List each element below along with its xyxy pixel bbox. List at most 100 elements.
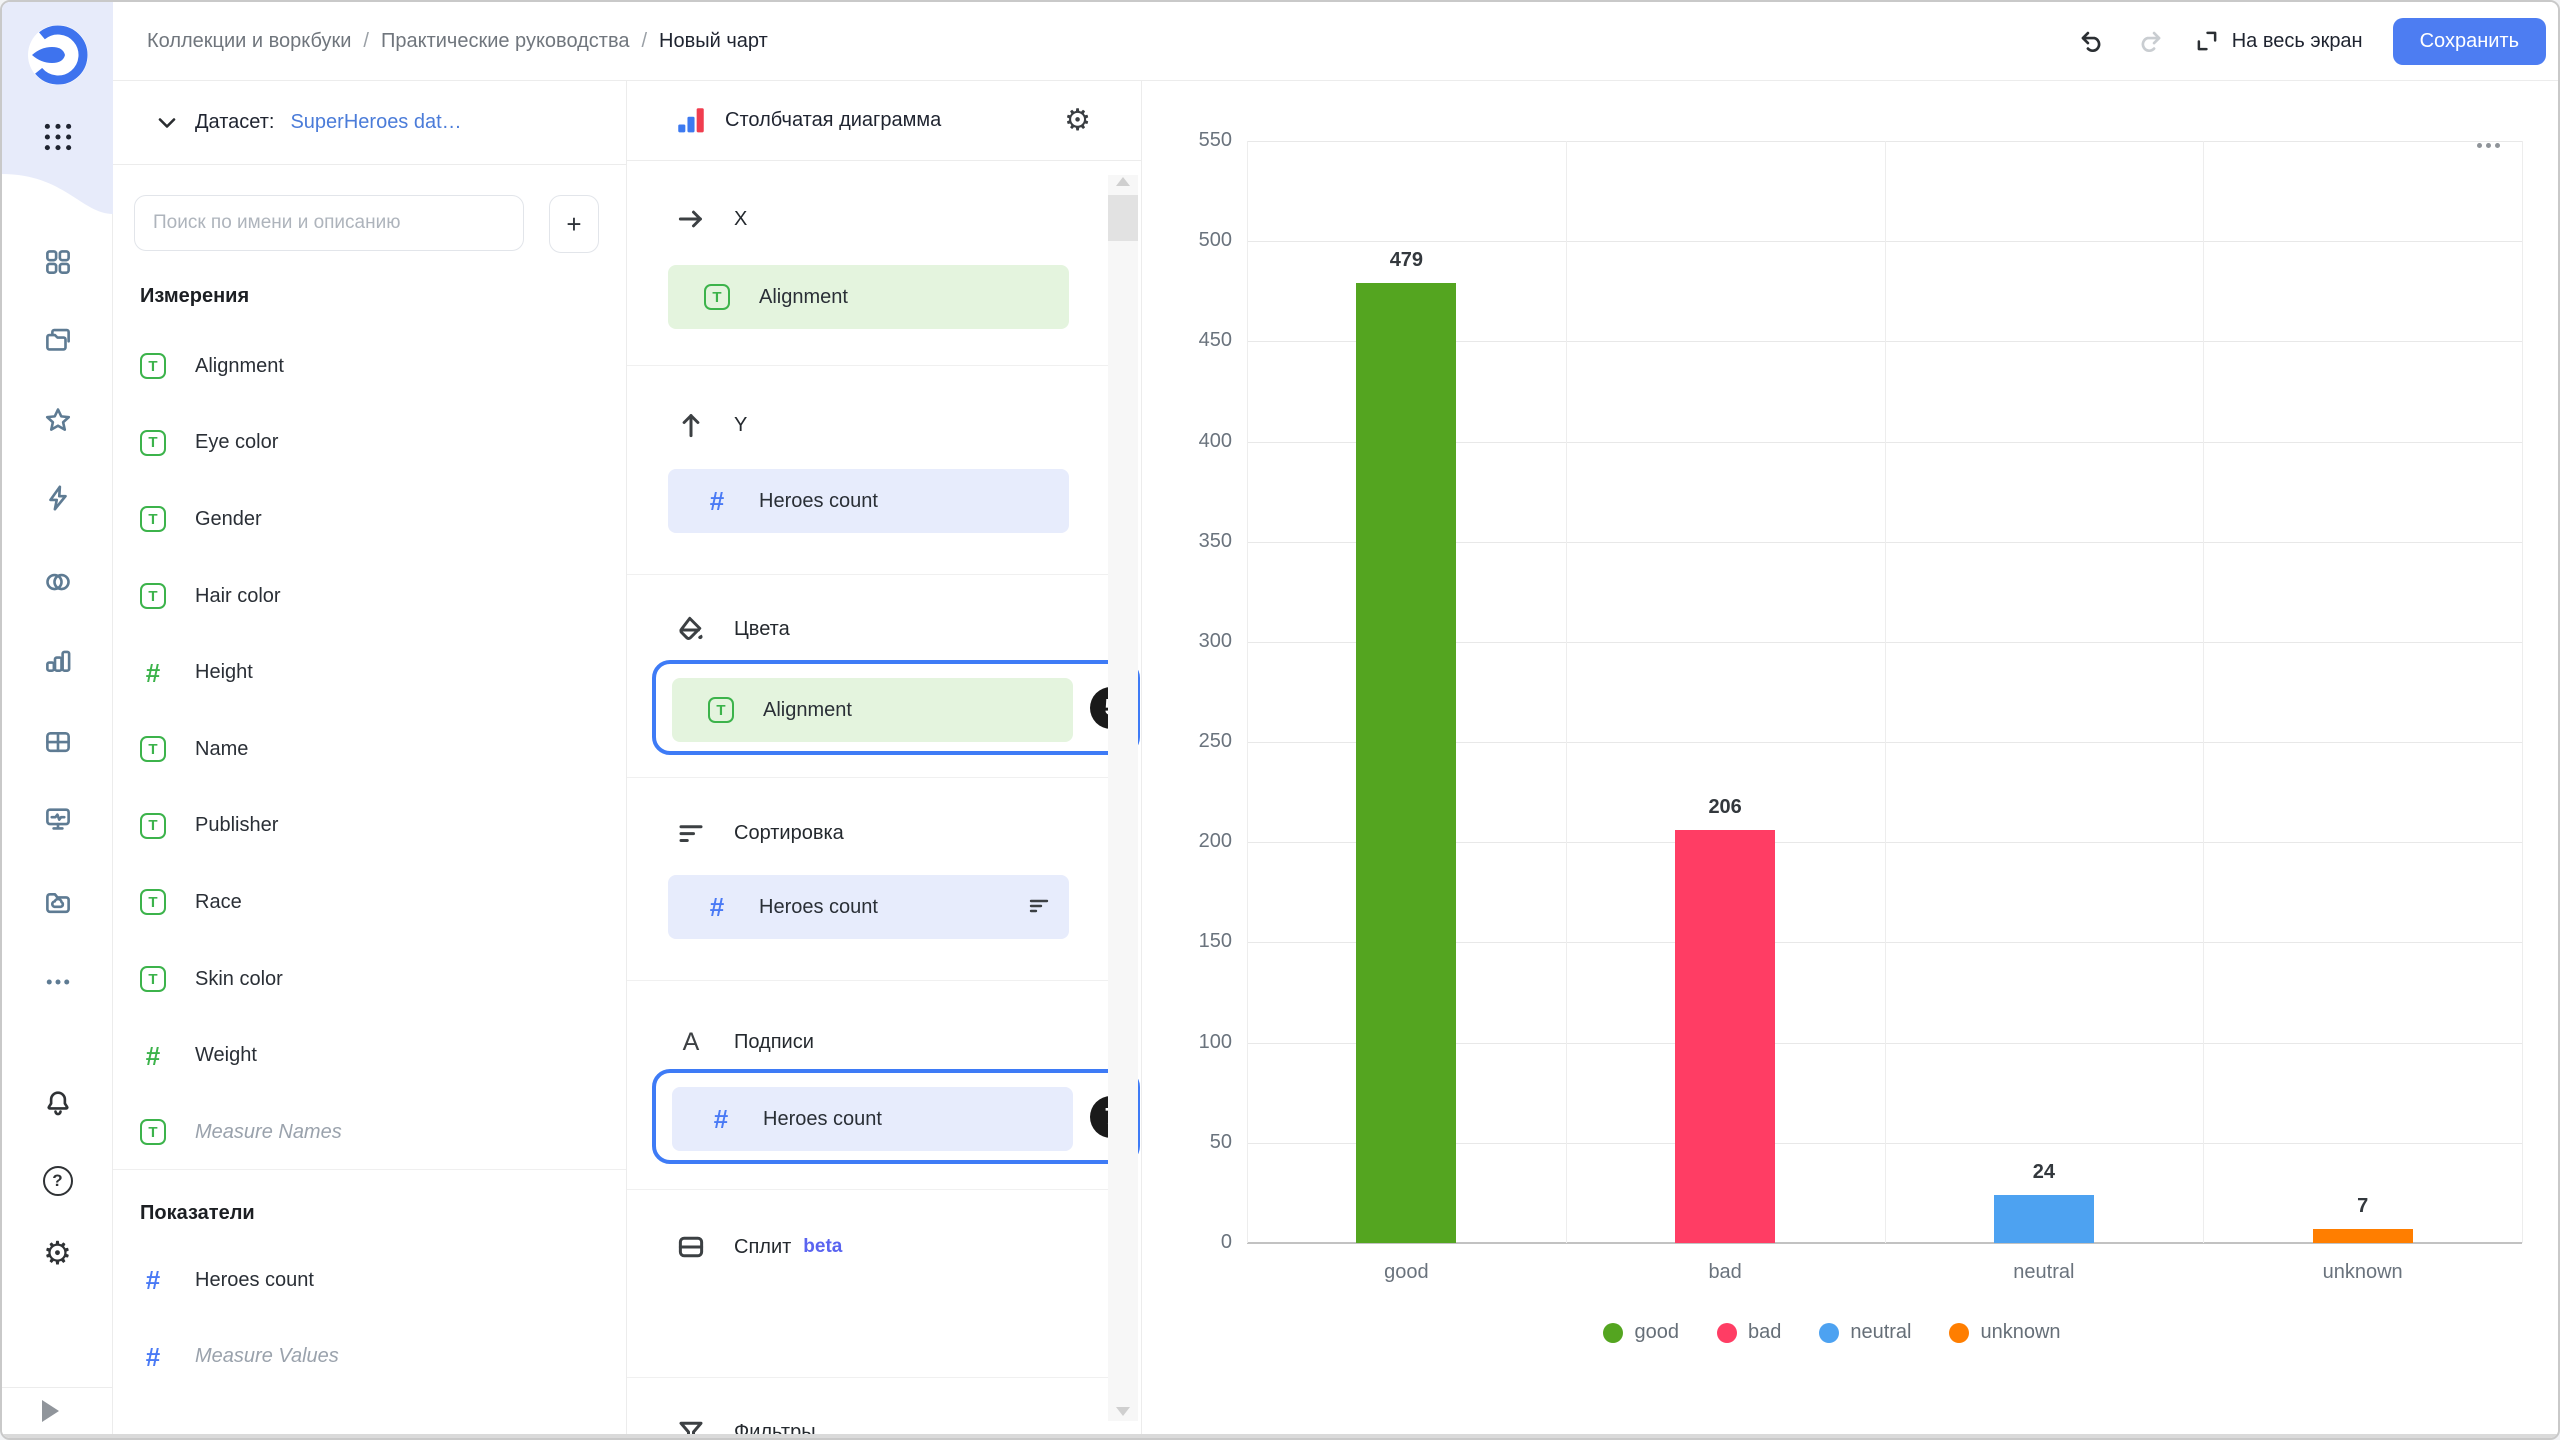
y-tick-label: 150 bbox=[1198, 930, 1232, 953]
y-tick-label: 400 bbox=[1198, 429, 1232, 452]
field-row[interactable]: # Heroes count bbox=[113, 1242, 626, 1319]
add-field-button[interactable]: + bbox=[549, 195, 599, 253]
gridline-v bbox=[2203, 141, 2205, 1243]
labels-field-name: Heroes count bbox=[763, 1107, 882, 1130]
viz-scrollbar-thumb[interactable] bbox=[1108, 195, 1138, 241]
legend-item-unknown[interactable]: unknown bbox=[1949, 1321, 2061, 1344]
text-field-icon: T bbox=[140, 429, 166, 456]
y-field-name: Heroes count bbox=[759, 489, 878, 512]
field-row[interactable]: T Name bbox=[113, 711, 626, 788]
sort-field-name: Heroes count bbox=[759, 895, 878, 918]
y-tick-label: 300 bbox=[1198, 629, 1232, 652]
sort-direction-icon[interactable] bbox=[1027, 893, 1051, 922]
field-name: Measure Values bbox=[195, 1345, 339, 1368]
section-filters: Фильтры bbox=[627, 1412, 1067, 1434]
beta-badge: beta bbox=[803, 1236, 843, 1257]
sidebar-item-favorites[interactable] bbox=[2, 398, 113, 442]
viz-scrollbar-track[interactable] bbox=[1108, 175, 1138, 1421]
field-name: Skin color bbox=[195, 967, 283, 990]
section-filters-label: Фильтры bbox=[734, 1420, 816, 1435]
y-field-chip[interactable]: # Heroes count bbox=[668, 469, 1069, 533]
field-row[interactable]: # Height bbox=[113, 634, 626, 711]
section-colors: Цвета bbox=[627, 609, 1067, 649]
sidebar-item-editor[interactable] bbox=[2, 797, 113, 841]
field-row[interactable]: T Eye color bbox=[113, 405, 626, 482]
field-row[interactable]: T Skin color bbox=[113, 941, 626, 1018]
scroll-up-icon[interactable] bbox=[1116, 177, 1130, 186]
field-row[interactable]: T Measure Names bbox=[113, 1094, 626, 1171]
sidebar-item-workbooks[interactable] bbox=[2, 240, 113, 284]
help-button[interactable]: ? bbox=[2, 1159, 113, 1203]
field-row[interactable]: # Weight bbox=[113, 1017, 626, 1094]
breadcrumb: Коллекции и воркбуки / Практические руково… bbox=[147, 30, 768, 53]
y-tick-label: 450 bbox=[1198, 329, 1232, 352]
field-name: Weight bbox=[195, 1044, 257, 1067]
chart-menu-dots-icon[interactable] bbox=[2473, 139, 2504, 152]
fullscreen-button[interactable]: На весь экран bbox=[2194, 28, 2363, 54]
x-field-chip[interactable]: T Alignment bbox=[668, 265, 1069, 329]
sidebar-item-more[interactable] bbox=[2, 960, 113, 1004]
sidebar-item-charts[interactable] bbox=[2, 638, 113, 682]
scroll-down-icon[interactable] bbox=[1116, 1407, 1130, 1416]
breadcrumb-item[interactable]: Коллекции и воркбуки bbox=[147, 29, 352, 52]
number-field-icon: # bbox=[145, 1040, 161, 1071]
chart-panel: 0 50 100 150 200 250 300 350 400 450 500 550 479 good… bbox=[1142, 81, 2558, 1434]
dataset-panel: Датасет: SuperHeroes dat… + Измерения T A… bbox=[113, 81, 627, 1434]
field-row[interactable]: T Race bbox=[113, 864, 626, 941]
save-button[interactable]: Сохранить bbox=[2392, 17, 2546, 65]
colors-field-chip[interactable]: T Alignment bbox=[672, 678, 1073, 742]
sort-field-chip[interactable]: # Heroes count bbox=[668, 875, 1069, 939]
x-axis-line bbox=[1247, 1242, 2522, 1244]
dataset-name-link[interactable]: SuperHeroes dat… bbox=[290, 111, 462, 133]
datalens-logo[interactable] bbox=[2, 25, 113, 85]
collapse-panel-button[interactable] bbox=[2, 1387, 113, 1434]
y-tick-label: 50 bbox=[1209, 1130, 1232, 1153]
sidebar-item-datasets[interactable] bbox=[2, 560, 113, 604]
sidebar-item-dashboards[interactable] bbox=[2, 720, 113, 764]
sidebar-item-connections[interactable] bbox=[2, 476, 113, 520]
legend-label: good bbox=[1634, 1321, 1679, 1343]
bar-bad bbox=[1675, 830, 1776, 1243]
sidebar-item-storage[interactable] bbox=[2, 881, 113, 925]
number-field-icon: # bbox=[145, 1341, 161, 1372]
viz-type-title[interactable]: Столбчатая диаграмма bbox=[725, 109, 942, 131]
field-row[interactable]: T Hair color bbox=[113, 558, 626, 635]
legend-item-good[interactable]: good bbox=[1603, 1321, 1679, 1344]
legend-label: bad bbox=[1747, 1321, 1782, 1343]
dimensions-title: Измерения bbox=[140, 285, 250, 307]
divider bbox=[627, 574, 1108, 575]
labels-field-chip[interactable]: # Heroes count bbox=[672, 1087, 1073, 1151]
field-name: Hair color bbox=[195, 584, 281, 607]
legend-item-bad[interactable]: bad bbox=[1716, 1321, 1782, 1344]
field-row[interactable]: T Alignment bbox=[113, 328, 626, 405]
text-field-icon: T bbox=[140, 966, 166, 993]
number-field-icon: # bbox=[709, 486, 725, 516]
y-tick-label: 100 bbox=[1198, 1030, 1232, 1053]
section-x-label: X bbox=[734, 207, 748, 230]
sidebar-item-collections[interactable] bbox=[2, 318, 113, 362]
breadcrumb-item[interactable]: Практические руководства bbox=[380, 29, 630, 52]
viz-settings-gear-icon[interactable]: ⚙ bbox=[1064, 104, 1091, 137]
column-chart-type-icon[interactable] bbox=[674, 104, 708, 138]
settings-button[interactable]: ⚙ bbox=[2, 1231, 113, 1275]
chevron-down-icon[interactable] bbox=[155, 111, 179, 135]
legend-item-neutral[interactable]: neutral bbox=[1819, 1321, 1911, 1344]
field-row[interactable]: # Measure Values bbox=[113, 1319, 626, 1396]
field-row[interactable]: T Publisher bbox=[113, 788, 626, 865]
apps-grid-button[interactable] bbox=[2, 115, 113, 159]
expand-icon bbox=[2197, 31, 2217, 51]
notifications-button[interactable] bbox=[2, 1080, 113, 1124]
undo-icon[interactable] bbox=[2078, 27, 2106, 55]
search-input[interactable] bbox=[134, 195, 524, 251]
redo-icon[interactable] bbox=[2136, 27, 2164, 55]
legend-marker bbox=[1949, 1322, 1970, 1343]
field-name: Eye color bbox=[195, 431, 279, 454]
field-name: Alignment bbox=[195, 354, 284, 377]
text-field-icon: T bbox=[140, 506, 166, 533]
x-field-name: Alignment bbox=[759, 285, 848, 308]
breadcrumb-item: Новый чарт bbox=[659, 29, 768, 52]
label-a-icon: A bbox=[682, 1027, 700, 1056]
legend-label: neutral bbox=[1850, 1321, 1912, 1343]
field-row[interactable]: T Gender bbox=[113, 481, 626, 558]
gear-icon: ⚙ bbox=[43, 1235, 72, 1271]
